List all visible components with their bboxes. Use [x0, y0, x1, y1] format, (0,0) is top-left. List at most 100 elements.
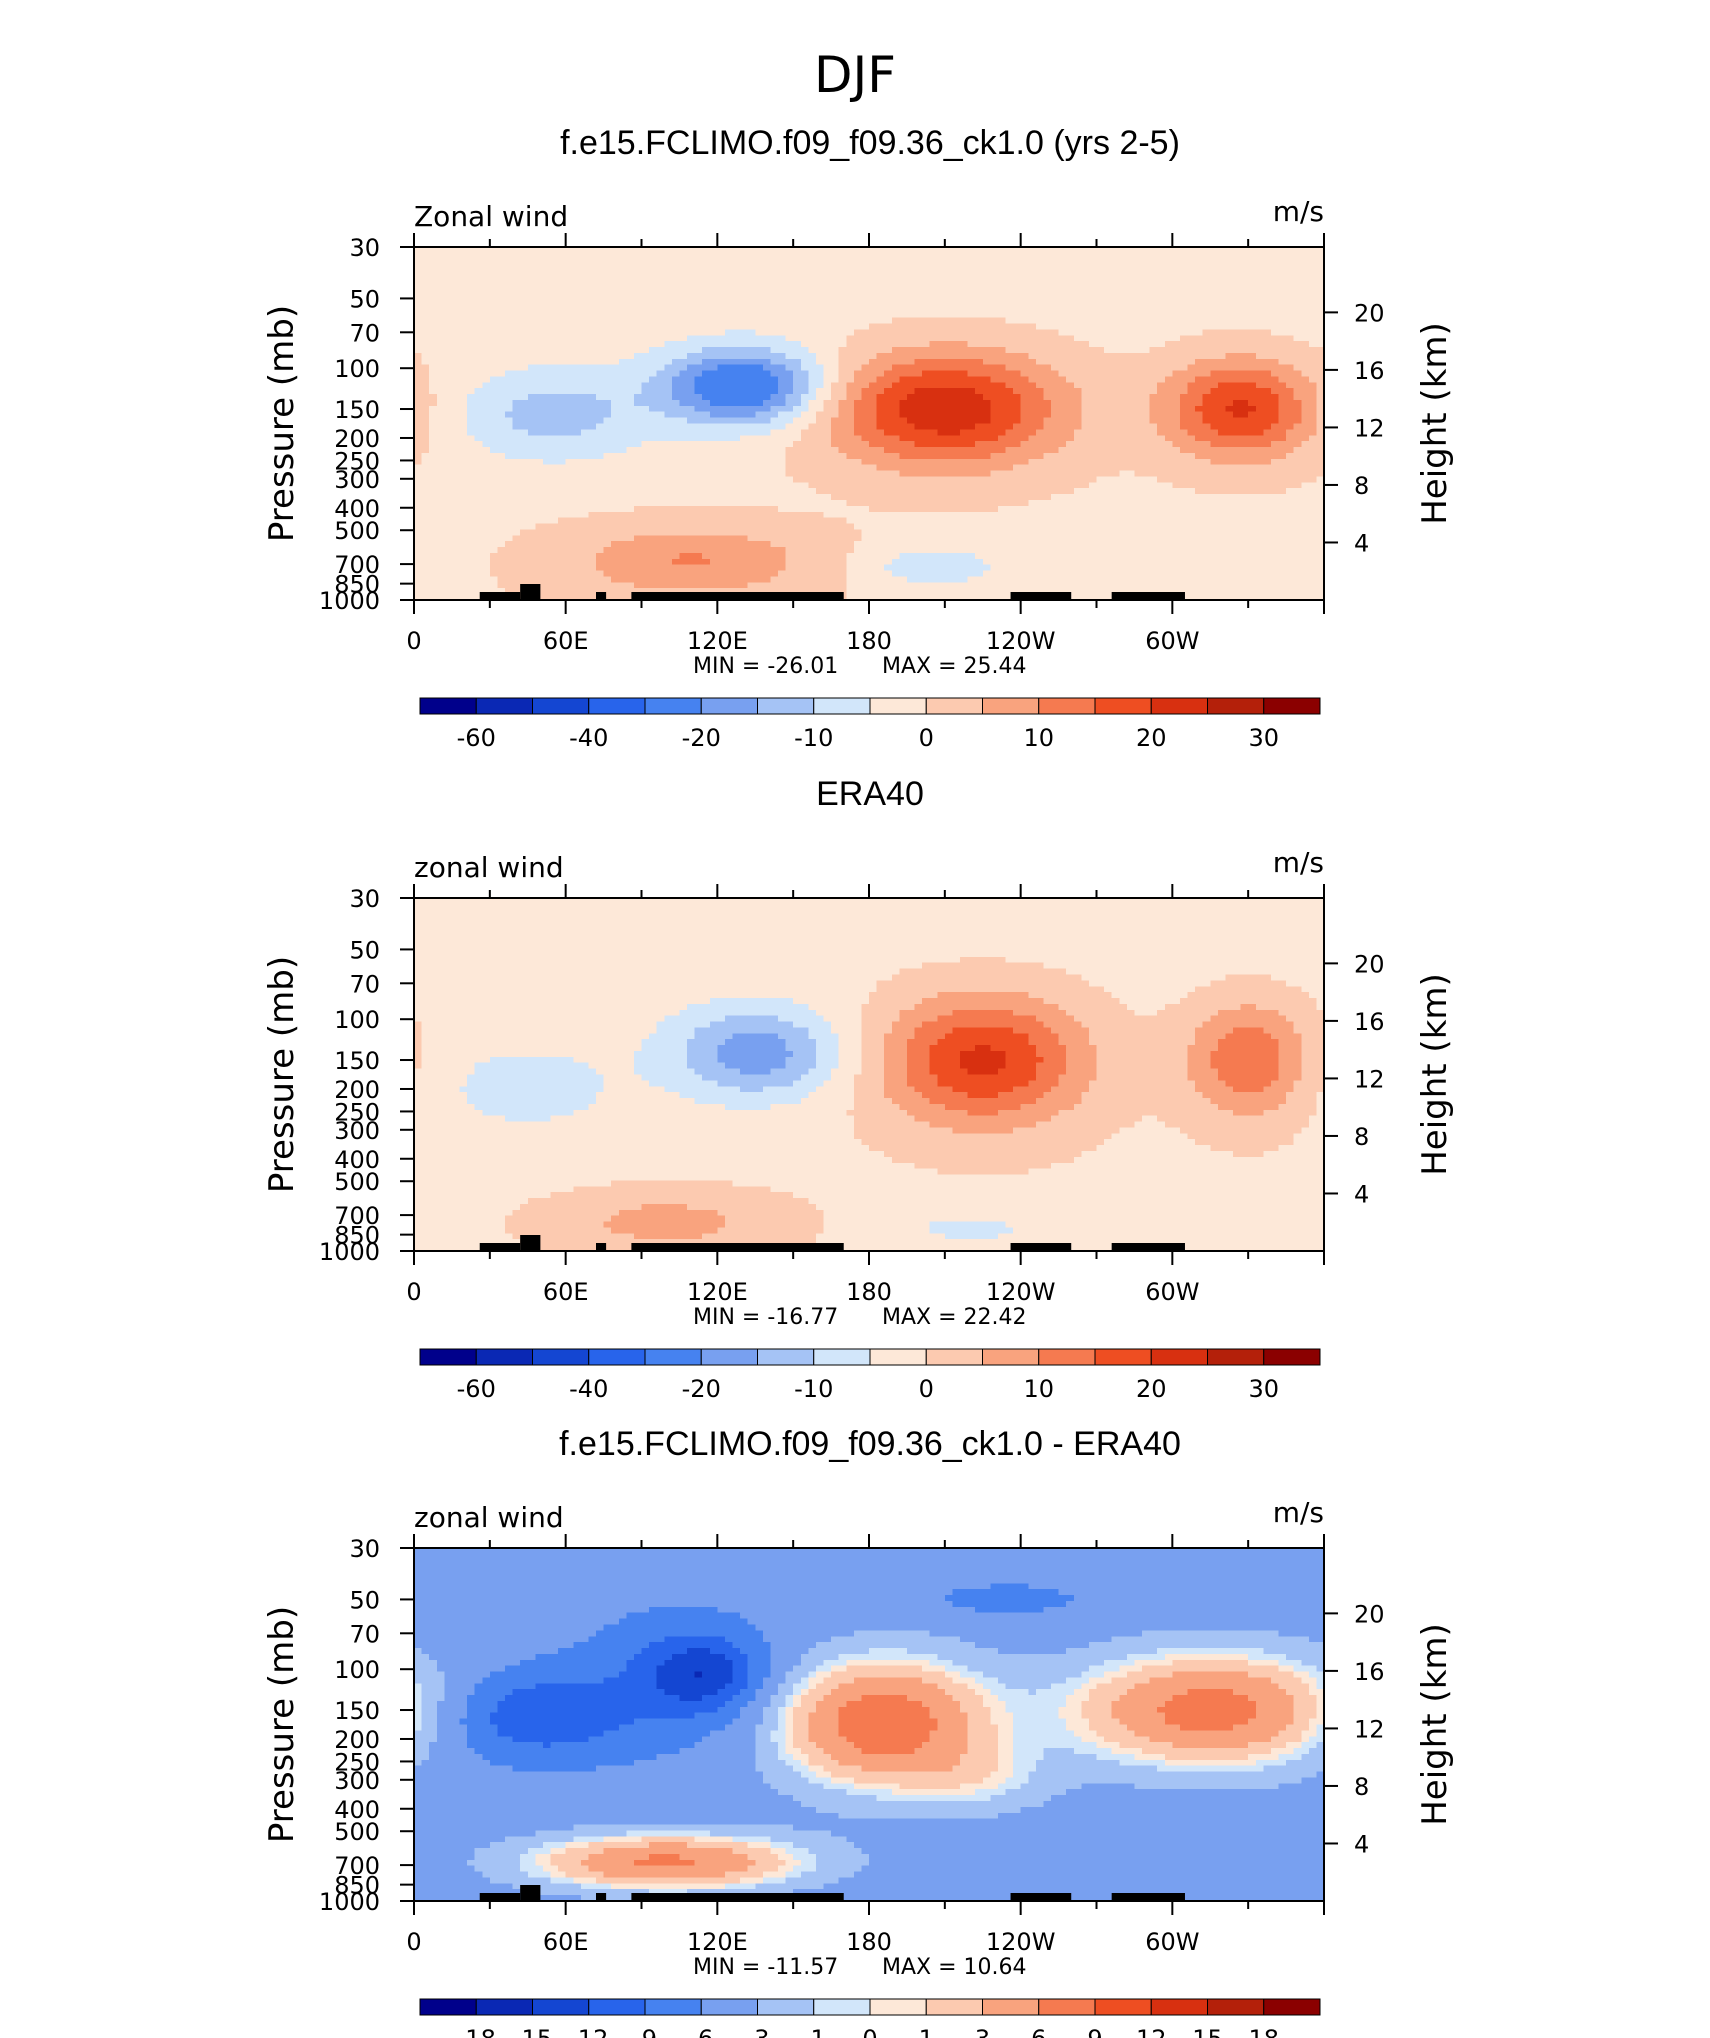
field-cell	[1142, 311, 1151, 319]
field-cell	[505, 399, 514, 407]
field-cell	[429, 294, 438, 301]
field-cell	[709, 376, 718, 383]
field-cell	[922, 476, 931, 483]
field-cell	[649, 411, 658, 419]
field-cell	[474, 364, 483, 372]
field-cell	[861, 311, 870, 319]
field-cell	[565, 476, 574, 483]
field-cell	[1187, 364, 1196, 372]
field-cell	[732, 394, 741, 401]
field-cell	[626, 276, 635, 283]
field-cell	[1013, 405, 1022, 413]
field-cell	[573, 464, 582, 472]
field-cell	[997, 341, 1007, 348]
field-cell	[1043, 447, 1052, 454]
field-cell	[1088, 482, 1098, 489]
field-cell	[740, 411, 749, 419]
field-cell	[1104, 447, 1113, 454]
field-cell	[1286, 388, 1295, 395]
field-cell	[1187, 370, 1196, 378]
field-cell	[1028, 482, 1037, 489]
field-cell	[550, 270, 559, 278]
field-cell	[1263, 352, 1272, 360]
field-cell	[596, 435, 605, 442]
field-cell	[808, 335, 817, 342]
field-cell	[815, 394, 825, 401]
field-cell	[573, 411, 582, 419]
field-cell	[1073, 311, 1082, 319]
field-cell	[785, 423, 794, 430]
field-cell	[664, 405, 673, 413]
field-cell	[1270, 288, 1280, 295]
field-cell	[1111, 358, 1120, 366]
field-cell	[876, 364, 885, 372]
field-cell	[687, 399, 696, 407]
field-cell	[694, 382, 703, 389]
field-cell	[1179, 429, 1189, 436]
field-cell	[1013, 294, 1022, 301]
field-cell	[1202, 470, 1211, 478]
field-cell	[611, 482, 620, 489]
field-cell	[838, 305, 847, 313]
field-cell	[588, 258, 597, 266]
field-cell	[702, 441, 711, 448]
panels: f.e15.FCLIMO.f09_f09.36_ck1.0 (yrs 2-5)Z…	[262, 124, 1455, 2038]
field-cell	[1293, 305, 1302, 313]
field-cell	[679, 276, 688, 283]
field-cell	[1240, 317, 1249, 325]
field-cell	[1073, 405, 1082, 413]
field-cell	[1020, 317, 1029, 325]
field-cell	[793, 317, 802, 325]
field-cell	[588, 335, 597, 342]
field-cell	[588, 288, 597, 295]
field-cell	[861, 347, 870, 354]
field-cell	[922, 488, 931, 495]
field-cell	[1020, 311, 1029, 319]
field-cell	[960, 405, 969, 413]
field-cell	[1278, 376, 1287, 383]
field-cell	[732, 417, 741, 425]
field-cell	[1210, 294, 1219, 301]
field-cell	[1286, 352, 1295, 360]
field-cell	[451, 452, 461, 460]
field-cell	[1119, 447, 1128, 454]
field-cell	[975, 394, 984, 401]
field-cell	[664, 264, 673, 272]
field-cell	[641, 252, 650, 260]
field-cell	[467, 299, 476, 307]
field-cell	[937, 394, 946, 401]
field-cell	[649, 270, 658, 278]
field-cell	[960, 323, 969, 330]
field-cell	[1278, 452, 1287, 460]
field-cell	[1119, 311, 1128, 319]
field-cell	[853, 458, 863, 466]
field-cell	[1270, 252, 1280, 260]
field-cell	[1149, 335, 1158, 342]
field-cell	[611, 447, 620, 454]
field-cell	[1104, 376, 1113, 383]
field-cell	[1111, 399, 1120, 407]
field-cell	[914, 252, 923, 260]
field-cell	[429, 417, 438, 425]
field-cell	[1043, 482, 1052, 489]
field-cell	[1028, 417, 1037, 425]
field-cell	[444, 382, 453, 389]
field-cell	[1187, 323, 1196, 330]
field-cell	[596, 252, 605, 260]
field-cell	[414, 264, 423, 272]
field-cell	[1293, 276, 1302, 283]
field-cell	[497, 488, 506, 495]
field-cell	[1286, 276, 1295, 283]
field-cell	[436, 323, 445, 330]
field-cell	[853, 464, 863, 472]
field-cell	[1308, 435, 1318, 442]
field-cell	[603, 311, 612, 319]
field-cell	[558, 323, 567, 330]
field-cell	[421, 276, 430, 283]
field-cell	[542, 341, 552, 348]
field-cell	[823, 411, 832, 419]
field-cell	[1263, 411, 1272, 419]
field-cell	[1088, 323, 1098, 330]
field-cell	[876, 388, 885, 395]
field-cell	[1172, 364, 1181, 372]
